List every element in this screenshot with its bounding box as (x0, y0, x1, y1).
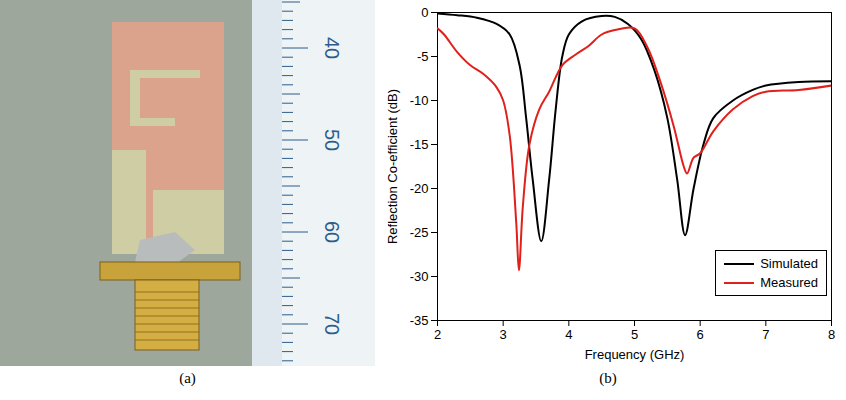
svg-text:-25: -25 (410, 225, 429, 240)
svg-text:5: 5 (631, 327, 638, 342)
svg-text:-10: -10 (410, 93, 429, 108)
svg-text:3: 3 (500, 327, 507, 342)
svg-text:40: 40 (321, 37, 343, 59)
svg-text:4: 4 (565, 327, 572, 342)
svg-text:-20: -20 (410, 181, 429, 196)
svg-text:0: 0 (421, 5, 428, 20)
html-text:Simulated: Simulated (760, 256, 818, 271)
html-text:Measured: Measured (760, 275, 818, 290)
svg-text:7: 7 (762, 327, 769, 342)
svg-text:-5: -5 (417, 49, 429, 64)
svg-text:-30: -30 (410, 269, 429, 284)
svg-text:70: 70 (321, 313, 343, 335)
svg-text:Frequency (GHz): Frequency (GHz) (585, 347, 685, 362)
html-text:(b): (b) (599, 370, 617, 386)
svg-text:8: 8 (828, 327, 835, 342)
svg-text:Reflection Co-efficient (dB): Reflection Co-efficient (dB) (385, 89, 400, 244)
svg-text:50: 50 (321, 129, 343, 151)
svg-text:-15: -15 (410, 137, 429, 152)
svg-text:2: 2 (434, 327, 441, 342)
svg-text:60: 60 (321, 221, 343, 243)
svg-text:6: 6 (697, 327, 704, 342)
svg-text:-35: -35 (410, 313, 429, 328)
html-text:(a): (a) (179, 370, 196, 386)
